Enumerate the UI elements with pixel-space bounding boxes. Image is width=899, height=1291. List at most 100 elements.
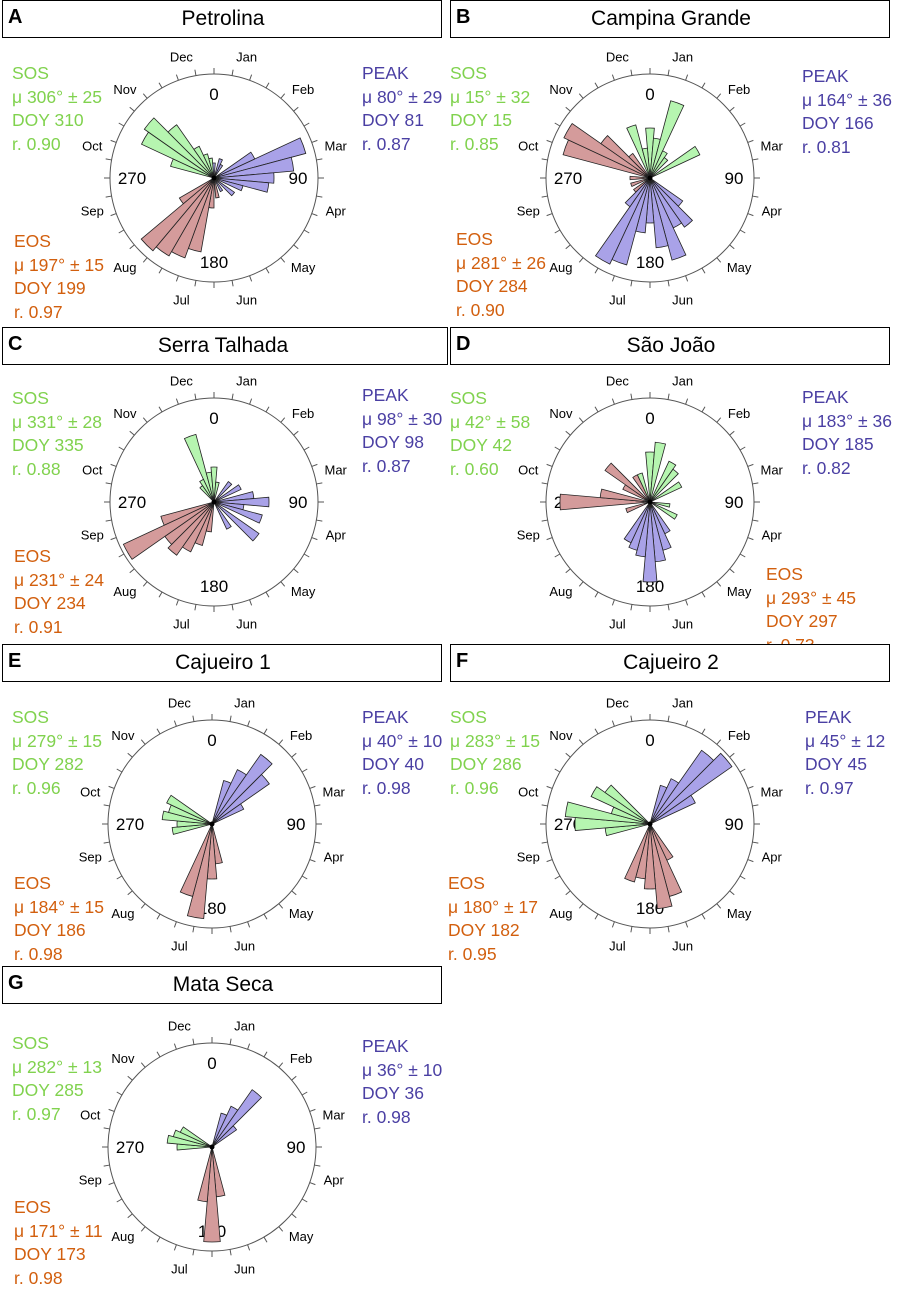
month-label: Oct (518, 784, 539, 799)
polar-tick (173, 1043, 177, 1050)
eos-bar (649, 823, 673, 910)
polar-tick (316, 158, 323, 161)
month-label: Jan (236, 373, 257, 388)
peak-doy: DOY 45 (805, 754, 867, 774)
polar-tick (140, 903, 146, 909)
angle-label: 270 (118, 169, 146, 188)
polar-tick (103, 804, 110, 807)
month-label: Apr (762, 528, 783, 543)
polar-tick (747, 463, 754, 467)
month-label: Aug (549, 906, 572, 921)
polar-tick (309, 785, 316, 789)
polar-tick (110, 463, 117, 467)
polar-tick (667, 69, 670, 76)
polar-tick (265, 406, 270, 413)
eos-bar (122, 501, 215, 560)
sos-bar (649, 156, 669, 179)
month-label: Mar (761, 462, 784, 477)
month-label: Dec (168, 1018, 192, 1033)
eos-doy: DOY 297 (766, 611, 838, 631)
polar-tick (118, 553, 125, 558)
eos-bar (167, 501, 215, 556)
sos-label: SOS (450, 63, 487, 83)
month-label: Jul (171, 1262, 188, 1277)
month-label: May (291, 584, 316, 599)
peak-bar (213, 177, 224, 193)
polar-tick (105, 519, 112, 522)
month-label: Sep (79, 1173, 102, 1188)
month-label: Nov (111, 1051, 135, 1066)
month-label: Sep (79, 850, 102, 865)
sos-mu: μ 283° ± 15 (450, 730, 540, 751)
rose-chart: 0 90 180 270 Jan Feb Mar Apr May Jun Jul Aug Sep Oct N… (81, 49, 348, 308)
polar-tick (752, 158, 759, 161)
polar-tick (127, 890, 133, 896)
sos-r: r. 0.90 (12, 133, 61, 154)
polar-tick (103, 1164, 110, 1167)
polar-tick (278, 903, 284, 909)
panel-c: C Serra Talhada SOS μ 331° ± 28 DOY 335 … (0, 327, 448, 647)
polar-tick (309, 859, 316, 863)
polar-tick (578, 93, 584, 99)
sos-bar (604, 784, 651, 825)
sos-bar (649, 100, 685, 179)
month-label: Jan (672, 373, 693, 388)
peak-label: PEAK (362, 1036, 409, 1056)
sos-label: SOS (12, 63, 49, 83)
angle-label: 0 (207, 731, 216, 750)
polar-tick (554, 768, 561, 773)
angle-label: 270 (116, 815, 144, 834)
polar-tick (611, 599, 615, 606)
polar-tick (752, 519, 759, 522)
polar-tick (265, 82, 270, 89)
month-label: Sep (81, 204, 104, 219)
polar-tick (293, 244, 299, 250)
polar-tick (594, 913, 599, 920)
polar-tick (278, 1062, 284, 1068)
polar-tick (265, 591, 270, 598)
peak-label: PEAK (802, 66, 849, 86)
polar-tick (140, 739, 146, 745)
polar-center (211, 499, 217, 505)
polar-tick (118, 446, 125, 451)
month-label: Aug (113, 260, 136, 275)
sos-r: r. 0.96 (12, 777, 61, 798)
panel-letter: G (8, 972, 24, 994)
polar-tick (747, 139, 754, 143)
eos-doy: DOY 234 (14, 593, 86, 613)
angle-label: 90 (725, 169, 744, 188)
month-label: Dec (606, 695, 630, 710)
polar-tick (158, 591, 163, 598)
panel-letter: C (8, 333, 23, 355)
sos-mu: μ 306° ± 25 (12, 86, 102, 107)
month-label: Feb (728, 406, 750, 421)
month-label: Feb (292, 406, 314, 421)
panel-letter: E (8, 650, 22, 672)
polar-tick (311, 463, 318, 467)
panel-header (450, 0, 890, 38)
polar-tick (303, 446, 310, 451)
eos-bar (624, 823, 651, 883)
eos-bar (140, 177, 215, 252)
peak-label: PEAK (805, 707, 852, 727)
polar-tick (729, 752, 735, 758)
sos-label: SOS (12, 388, 49, 408)
polar-tick (554, 875, 561, 880)
polar-tick (280, 417, 286, 423)
month-label: Nov (113, 82, 137, 97)
eos-mu: μ 293° ± 45 (766, 587, 856, 608)
polar-tick (291, 1213, 297, 1219)
month-label: Jun (234, 1262, 255, 1277)
polar-tick (311, 213, 318, 217)
peak-bar (649, 177, 693, 228)
sos-label: SOS (450, 388, 487, 408)
sos-bar (210, 466, 218, 503)
peak-bar (211, 1125, 238, 1148)
polar-tick (729, 568, 735, 574)
eos-stats: EOS μ 231° ± 24 DOY 234 r. 0.91 (14, 545, 104, 639)
month-label: Aug (111, 1229, 134, 1244)
polar-tick (175, 275, 179, 282)
month-label: Jun (236, 293, 257, 308)
angle-label: 0 (209, 409, 218, 428)
peak-bar (213, 156, 295, 179)
